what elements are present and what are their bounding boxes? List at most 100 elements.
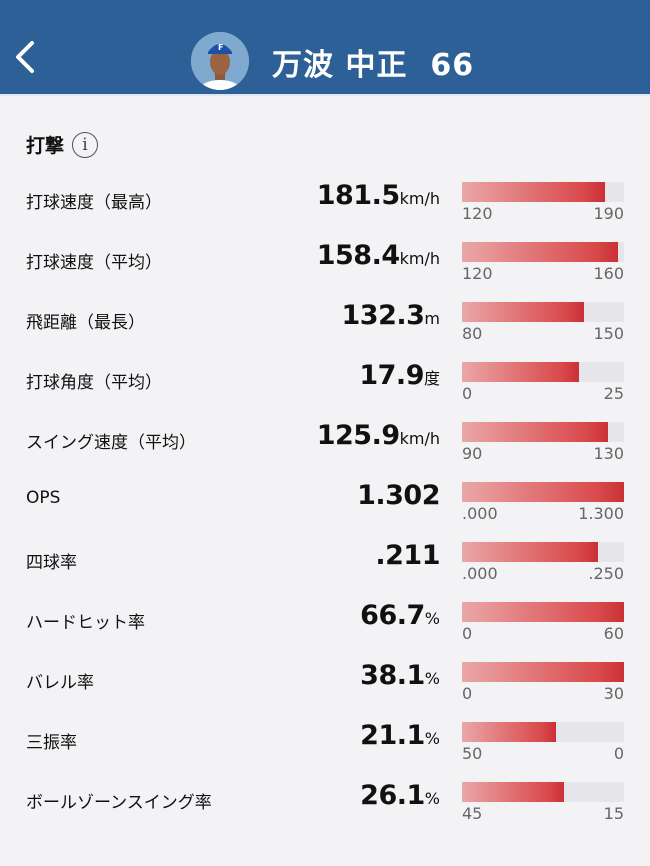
stat-scale-min: 0 bbox=[462, 684, 473, 703]
stat-scale-max: 150 bbox=[593, 324, 624, 343]
stat-scale-max: 25 bbox=[603, 384, 624, 403]
stat-scale-min: .000 bbox=[462, 564, 498, 583]
stat-number: .211 bbox=[375, 540, 440, 571]
stat-bar-fill bbox=[462, 182, 605, 202]
stat-scale-min: 80 bbox=[462, 324, 483, 343]
stat-label: 打球速度（平均） bbox=[26, 253, 162, 273]
stat-bar-fill bbox=[462, 662, 624, 682]
stat-unit: m bbox=[424, 309, 440, 328]
stat-bar-fill bbox=[462, 722, 556, 742]
stat-scale-max: 190 bbox=[593, 204, 624, 223]
stat-bar-fill bbox=[462, 242, 618, 262]
stat-label: 四球率 bbox=[26, 553, 77, 573]
stat-unit: % bbox=[424, 669, 440, 688]
stat-bar-fill bbox=[462, 782, 565, 802]
stat-value: 21.1% bbox=[360, 720, 440, 751]
stat-scale-min: 0 bbox=[462, 384, 473, 403]
back-chevron-icon[interactable] bbox=[12, 40, 38, 74]
stat-scale-max: 160 bbox=[593, 264, 624, 283]
stat-row: 打球速度（平均） 158.4km/h 120 160 bbox=[0, 240, 650, 300]
stat-label: 飛距離（最長） bbox=[26, 313, 145, 333]
info-icon[interactable]: i bbox=[72, 131, 99, 158]
stat-row: 四球率 .211 .000 .250 bbox=[0, 540, 650, 600]
stat-value: 181.5km/h bbox=[317, 180, 440, 211]
stat-bar-track bbox=[462, 662, 624, 682]
stat-scale-min: 90 bbox=[462, 444, 483, 463]
stat-value: .211 bbox=[375, 540, 440, 571]
stat-bar-track bbox=[462, 602, 624, 622]
stat-bar-track bbox=[462, 182, 624, 202]
stat-value: 125.9km/h bbox=[317, 420, 440, 451]
stat-bar-fill bbox=[462, 602, 624, 622]
stat-scale-min: 0 bbox=[462, 624, 473, 643]
stat-row: スイング速度（平均） 125.9km/h 90 130 bbox=[0, 420, 650, 480]
stat-bar-fill bbox=[462, 482, 624, 502]
stat-label: 打球速度（最高） bbox=[26, 193, 162, 213]
stat-unit: % bbox=[424, 729, 440, 748]
stat-number: 17.9 bbox=[359, 360, 424, 391]
stat-value: 38.1% bbox=[360, 660, 440, 691]
stat-label: OPS bbox=[26, 488, 61, 508]
stat-bar-fill bbox=[462, 302, 584, 322]
stat-label: 三振率 bbox=[26, 733, 77, 753]
stat-bar-fill bbox=[462, 542, 599, 562]
stat-number: 181.5 bbox=[316, 180, 400, 211]
stat-label: 打球角度（平均） bbox=[26, 373, 162, 393]
stat-row: 飛距離（最長） 132.3m 80 150 bbox=[0, 300, 650, 360]
stat-unit: km/h bbox=[399, 429, 440, 448]
player-number: 66 bbox=[430, 48, 475, 83]
stat-number: 132.3 bbox=[341, 300, 425, 331]
stat-value: 66.7% bbox=[360, 600, 440, 631]
stat-number: 158.4 bbox=[316, 240, 400, 271]
svg-text:F: F bbox=[218, 43, 223, 52]
stat-number: 26.1 bbox=[360, 780, 425, 811]
stat-scale-min: 50 bbox=[462, 744, 483, 763]
player-name: 万波 中正 bbox=[272, 48, 408, 83]
stat-row: 打球速度（最高） 181.5km/h 120 190 bbox=[0, 180, 650, 240]
stat-value: 1.302 bbox=[357, 480, 440, 511]
stat-label: スイング速度（平均） bbox=[26, 433, 196, 453]
top-nav-bar: F 万波 中正 66 bbox=[0, 0, 650, 96]
stat-label: ボールゾーンスイング率 bbox=[26, 793, 212, 813]
stat-bar-track bbox=[462, 782, 624, 802]
stat-scale-max: 60 bbox=[603, 624, 624, 643]
page-title: 万波 中正 66 bbox=[272, 40, 474, 84]
stat-scale-max: 130 bbox=[593, 444, 624, 463]
stat-unit: 度 bbox=[423, 369, 440, 388]
stat-unit: km/h bbox=[399, 249, 440, 268]
stat-value: 158.4km/h bbox=[317, 240, 440, 271]
stat-bar-track bbox=[462, 302, 624, 322]
stat-scale-min: 120 bbox=[462, 264, 493, 283]
stat-unit: % bbox=[424, 789, 440, 808]
stat-scale-max: 0 bbox=[613, 744, 624, 763]
stat-bar-track bbox=[462, 242, 624, 262]
stat-scale-min: 45 bbox=[462, 804, 483, 823]
stat-row: バレル率 38.1% 0 30 bbox=[0, 660, 650, 720]
stat-value: 132.3m bbox=[342, 300, 441, 331]
stat-number: 38.1 bbox=[360, 660, 425, 691]
stat-scale-min: 120 bbox=[462, 204, 493, 223]
stat-row: ハードヒット率 66.7% 0 60 bbox=[0, 600, 650, 660]
section-title: 打撃 bbox=[26, 135, 65, 157]
section-heading: 打撃 i bbox=[26, 131, 99, 158]
stat-row: OPS 1.302 .000 1.300 bbox=[0, 480, 650, 540]
stat-scale-max: 30 bbox=[603, 684, 624, 703]
stat-scale-max: 1.300 bbox=[578, 504, 624, 523]
stat-bar-track bbox=[462, 722, 624, 742]
stat-row: 打球角度（平均） 17.9度 0 25 bbox=[0, 360, 650, 420]
player-avatar: F bbox=[191, 32, 249, 90]
stat-label: バレル率 bbox=[26, 673, 94, 693]
stat-number: 66.7 bbox=[360, 600, 425, 631]
stat-bar-track bbox=[462, 362, 624, 382]
stat-unit: km/h bbox=[399, 189, 440, 208]
stat-unit: % bbox=[424, 609, 440, 628]
stat-scale-max: .250 bbox=[588, 564, 624, 583]
stat-label: ハードヒット率 bbox=[26, 613, 145, 633]
stat-bar-fill bbox=[462, 422, 608, 442]
stat-row: ボールゾーンスイング率 26.1% 45 15 bbox=[0, 780, 650, 840]
stat-number: 21.1 bbox=[360, 720, 425, 751]
stat-number: 125.9 bbox=[316, 420, 400, 451]
stat-row: 三振率 21.1% 50 0 bbox=[0, 720, 650, 780]
stat-bar-track bbox=[462, 482, 624, 502]
stat-bar-track bbox=[462, 422, 624, 442]
